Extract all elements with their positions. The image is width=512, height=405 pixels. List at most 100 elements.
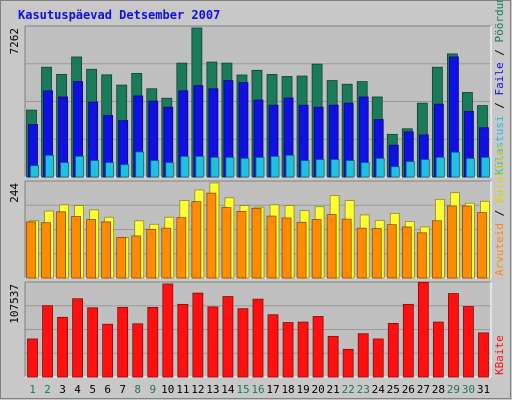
x-tick-label: 17 xyxy=(266,383,279,396)
bar-arvuteid-day-undefined xyxy=(236,211,247,279)
bar-kbaite-day-undefined xyxy=(463,306,474,378)
bar-kbaite-day-undefined xyxy=(102,323,114,378)
bar-arvuteid-day-undefined xyxy=(251,207,262,279)
bar-k-lastusi-day-20 xyxy=(315,159,325,178)
bar-arvuteid-day-undefined xyxy=(161,227,172,279)
bar-arvuteid-day-undefined xyxy=(341,218,352,279)
x-tick-label: 10 xyxy=(161,383,174,396)
x-tick-label: 15 xyxy=(236,383,249,396)
bar-arvuteid-day-undefined xyxy=(86,219,97,279)
x-tick-label: 5 xyxy=(89,383,96,396)
bar-k-lastusi-day-8 xyxy=(135,151,145,178)
bar-arvuteid-day-undefined xyxy=(386,224,397,279)
bar-k-lastusi-day-2 xyxy=(45,155,54,178)
bar-kbaite-day-undefined xyxy=(117,306,129,378)
x-tick-label: 31 xyxy=(477,383,490,396)
x-tick-label: 26 xyxy=(402,383,415,396)
x-tick-label: 30 xyxy=(462,383,475,396)
x-tick-label: 20 xyxy=(312,383,325,396)
bar-arvuteid-day-undefined xyxy=(146,228,157,279)
x-tick-label: 19 xyxy=(296,383,309,396)
x-tick-label: 25 xyxy=(387,383,400,396)
bar-k-lastusi-day-9 xyxy=(150,160,160,178)
x-tick-label: 24 xyxy=(372,383,386,396)
bar-k-lastusi-day-6 xyxy=(105,162,115,178)
bar-k-lastusi-day-24 xyxy=(375,158,385,178)
bar-k-lastusi-day-16 xyxy=(255,157,265,178)
legend-entry-faile: Faile xyxy=(493,62,506,95)
bar-k-lastusi-day-4 xyxy=(75,156,84,178)
bar-arvuteid-day-undefined xyxy=(116,237,127,279)
bar-kbaite-day-undefined xyxy=(132,323,144,378)
x-tick-label: 9 xyxy=(149,383,156,396)
bar-kbaite-day-undefined xyxy=(267,314,279,378)
bar-k-lastusi-day-11 xyxy=(180,156,190,178)
bar-kbaite-day-undefined xyxy=(432,321,444,378)
bar-k-lastusi-day-3 xyxy=(60,162,69,178)
x-tick-label: 27 xyxy=(417,383,430,396)
bar-k-lastusi-day-13 xyxy=(210,157,220,178)
bar-k-lastusi-day-28 xyxy=(435,157,445,178)
bar-k-lastusi-day-30 xyxy=(466,158,475,178)
bar-kbaite-day-undefined xyxy=(372,338,384,378)
bar-k-lastusi-day-12 xyxy=(195,156,205,178)
x-tick-label: 2 xyxy=(44,383,51,396)
bar-k-lastusi-day-18 xyxy=(285,155,295,178)
legend-panel-3: KBaite xyxy=(493,335,506,375)
x-tick-label: 1 xyxy=(29,383,36,396)
bar-k-lastusi-day-25 xyxy=(390,166,400,178)
bar-kbaite-day-undefined xyxy=(57,316,68,378)
bar-arvuteid-day-undefined xyxy=(416,232,427,279)
bar-k-lastusi-day-29 xyxy=(451,151,460,178)
bar-arvuteid-day-undefined xyxy=(26,221,36,279)
x-tick-label: 8 xyxy=(134,383,141,396)
bar-k-lastusi-day-15 xyxy=(240,158,250,178)
bar-kbaite-day-undefined xyxy=(312,316,324,378)
bar-arvuteid-day-undefined xyxy=(56,211,66,279)
bar-arvuteid-day-undefined xyxy=(462,205,472,279)
bar-kbaite-day-undefined xyxy=(87,307,99,378)
bar-k-lastusi-day-1 xyxy=(30,165,39,178)
y-max-label-panel-1: 7262 xyxy=(8,28,21,55)
bar-kbaite-day-undefined xyxy=(327,335,339,378)
bar-kbaite-day-undefined xyxy=(27,338,38,378)
bar-kbaite-day-undefined xyxy=(252,298,264,378)
legend-separator: / xyxy=(493,203,506,223)
x-tick-label: 7 xyxy=(119,383,126,396)
bar-k-lastusi-day-27 xyxy=(420,159,430,178)
legend-entry-arvuteid: Arvuteid xyxy=(493,223,506,276)
bar-arvuteid-day-undefined xyxy=(401,226,412,279)
bar-arvuteid-day-undefined xyxy=(206,192,217,279)
bar-k-lastusi-day-10 xyxy=(165,162,175,178)
bar-k-lastusi-day-17 xyxy=(270,156,280,178)
bar-kbaite-day-undefined xyxy=(192,292,204,378)
bar-k-lastusi-day-19 xyxy=(300,160,310,178)
bar-kbaite-day-undefined xyxy=(237,308,249,378)
legend-entry-p-rdumisi: Pöördumisi xyxy=(493,0,506,43)
bar-arvuteid-day-undefined xyxy=(326,214,337,279)
bar-kbaite-day-undefined xyxy=(162,283,174,378)
bar-kbaite-day-undefined xyxy=(342,348,354,378)
bar-kbaite-day-undefined xyxy=(417,281,429,378)
bar-k-lastusi-day-23 xyxy=(360,162,370,178)
bar-arvuteid-day-undefined xyxy=(131,235,142,279)
x-tick-label: 13 xyxy=(206,383,219,396)
bar-k-lastusi-day-21 xyxy=(330,159,340,178)
x-tick-label: 29 xyxy=(447,383,460,396)
chart-title: Kasutuspäevad Detsember 2007 xyxy=(18,8,220,22)
x-tick-label: 21 xyxy=(327,383,340,396)
x-tick-label: 23 xyxy=(357,383,370,396)
x-tick-label: 28 xyxy=(432,383,445,396)
bar-k-lastusi-day-22 xyxy=(345,160,355,178)
legend-separator: / xyxy=(493,96,506,116)
bar-kbaite-day-undefined xyxy=(282,322,294,378)
bar-arvuteid-day-undefined xyxy=(447,205,457,279)
x-tick-label: 16 xyxy=(251,383,264,396)
bar-kbaite-day-undefined xyxy=(357,333,369,378)
bar-kbaite-day-undefined xyxy=(177,303,189,378)
bar-kbaite-day-undefined xyxy=(448,293,459,378)
